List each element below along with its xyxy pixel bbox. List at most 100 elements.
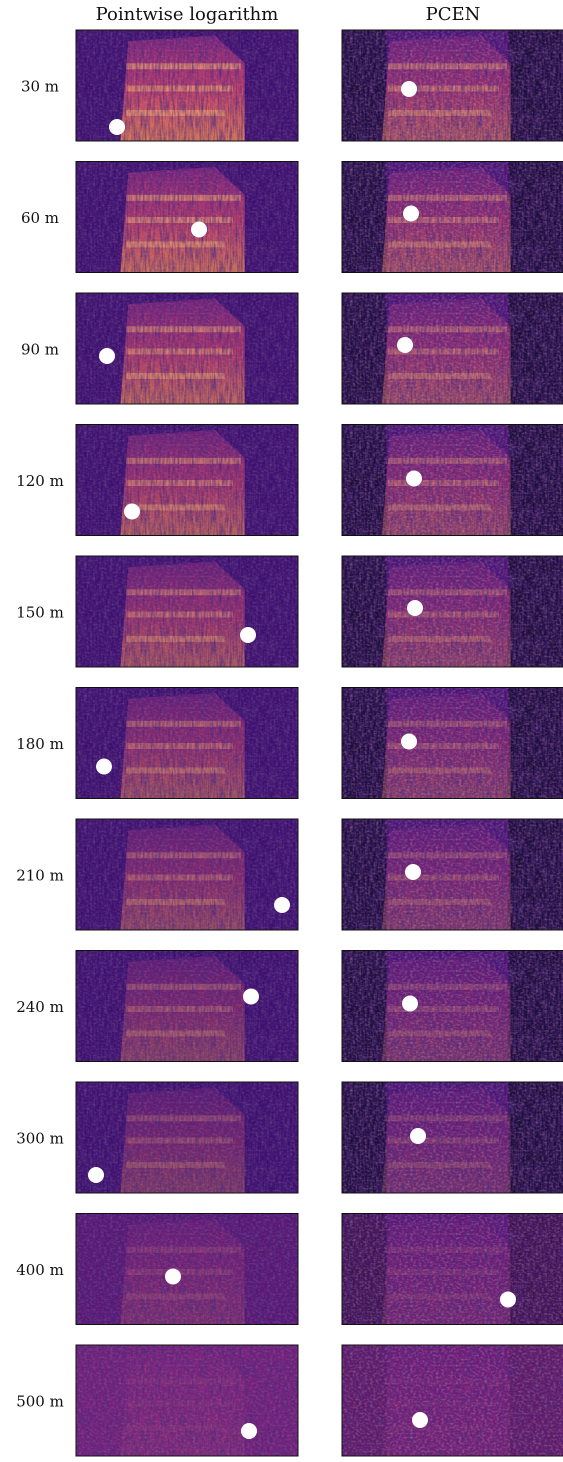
marker-dot [401, 733, 417, 750]
panel-frame [75, 424, 299, 536]
marker-dot [240, 627, 256, 643]
panel-frame [75, 29, 299, 142]
spectrogram [76, 950, 298, 1062]
panel-frame [341, 1213, 563, 1325]
marker-dot [191, 221, 207, 238]
row-label: 240 m [16, 998, 64, 1016]
spectrogram [342, 556, 563, 667]
marker-dot [274, 897, 290, 913]
row-label: 60 m [21, 209, 59, 227]
texture [76, 424, 298, 536]
marker-dot [410, 1128, 426, 1144]
marker-dot [241, 1423, 257, 1439]
panel-frame [75, 292, 299, 405]
spectrogram [76, 424, 298, 536]
spectrogram [76, 30, 298, 141]
panel-frame [341, 29, 563, 142]
row-label: 30 m [21, 78, 59, 96]
spectrogram [76, 1213, 298, 1325]
row-label: 150 m [16, 604, 64, 622]
panel-frame [341, 424, 563, 536]
marker-dot [412, 1412, 428, 1428]
spectrogram [342, 30, 563, 141]
column-title: Pointwise logarithm [96, 4, 279, 25]
marker-dot [124, 503, 140, 520]
marker-dot [165, 1268, 181, 1285]
panel-frame [75, 950, 299, 1062]
column-title: PCEN [426, 4, 481, 25]
marker-dot [405, 864, 421, 880]
spectrogram [76, 161, 298, 273]
panel-frame [75, 161, 299, 273]
row-label: 90 m [21, 341, 59, 359]
texture [76, 293, 298, 404]
marker-dot [402, 995, 418, 1012]
marker-dot [243, 988, 259, 1005]
texture [76, 1082, 298, 1193]
panel-frame [341, 950, 563, 1062]
spectrogram [342, 950, 563, 1062]
texture [76, 819, 298, 930]
marker-dot [406, 470, 422, 487]
marker-dot [397, 337, 413, 353]
texture [76, 30, 298, 141]
row-label: 210 m [16, 867, 64, 885]
marker-dot [109, 119, 125, 135]
texture [76, 950, 298, 1062]
panel-frame [75, 687, 299, 799]
texture [342, 293, 563, 404]
spectrogram [342, 424, 563, 536]
texture [342, 687, 563, 799]
texture [342, 1082, 563, 1193]
row-label: 500 m [16, 1393, 64, 1411]
panel-frame [341, 1344, 563, 1457]
marker-dot [403, 205, 419, 222]
marker-dot [99, 348, 115, 364]
spectrogram [76, 687, 298, 799]
marker-dot [88, 1167, 104, 1183]
panel-frame [75, 1213, 299, 1325]
texture [76, 161, 298, 273]
texture [342, 30, 563, 141]
panel-frame [75, 1081, 299, 1194]
spectrogram [342, 819, 563, 930]
texture [342, 1345, 563, 1456]
panel-frame [341, 161, 563, 273]
spectrogram [76, 1345, 298, 1456]
marker-dot [500, 1291, 516, 1308]
panel-frame [75, 1344, 299, 1457]
spectrogram [342, 1082, 563, 1193]
panel-frame [75, 555, 299, 668]
marker-dot [407, 600, 423, 616]
row-label: 180 m [16, 735, 64, 753]
texture [342, 1213, 563, 1325]
texture [76, 687, 298, 799]
panel-frame [341, 292, 563, 405]
row-label: 120 m [16, 472, 64, 490]
spectrogram [342, 1213, 563, 1325]
texture [342, 819, 563, 930]
texture [342, 950, 563, 1062]
spectrogram [342, 293, 563, 404]
spectrogram [76, 556, 298, 667]
marker-dot [96, 758, 112, 775]
spectrogram [342, 1345, 563, 1456]
spectrogram [76, 293, 298, 404]
spectrogram [342, 687, 563, 799]
panel-frame [341, 555, 563, 668]
row-label: 300 m [16, 1130, 64, 1148]
texture [76, 1213, 298, 1325]
texture [342, 556, 563, 667]
panel-frame [341, 818, 563, 931]
texture [342, 161, 563, 273]
marker-dot [401, 81, 417, 97]
spectrogram [342, 161, 563, 273]
panel-frame [75, 818, 299, 931]
panel-frame [341, 687, 563, 799]
texture [342, 424, 563, 536]
spectrogram [76, 819, 298, 930]
spectrogram [76, 1082, 298, 1193]
panel-frame [341, 1081, 563, 1194]
